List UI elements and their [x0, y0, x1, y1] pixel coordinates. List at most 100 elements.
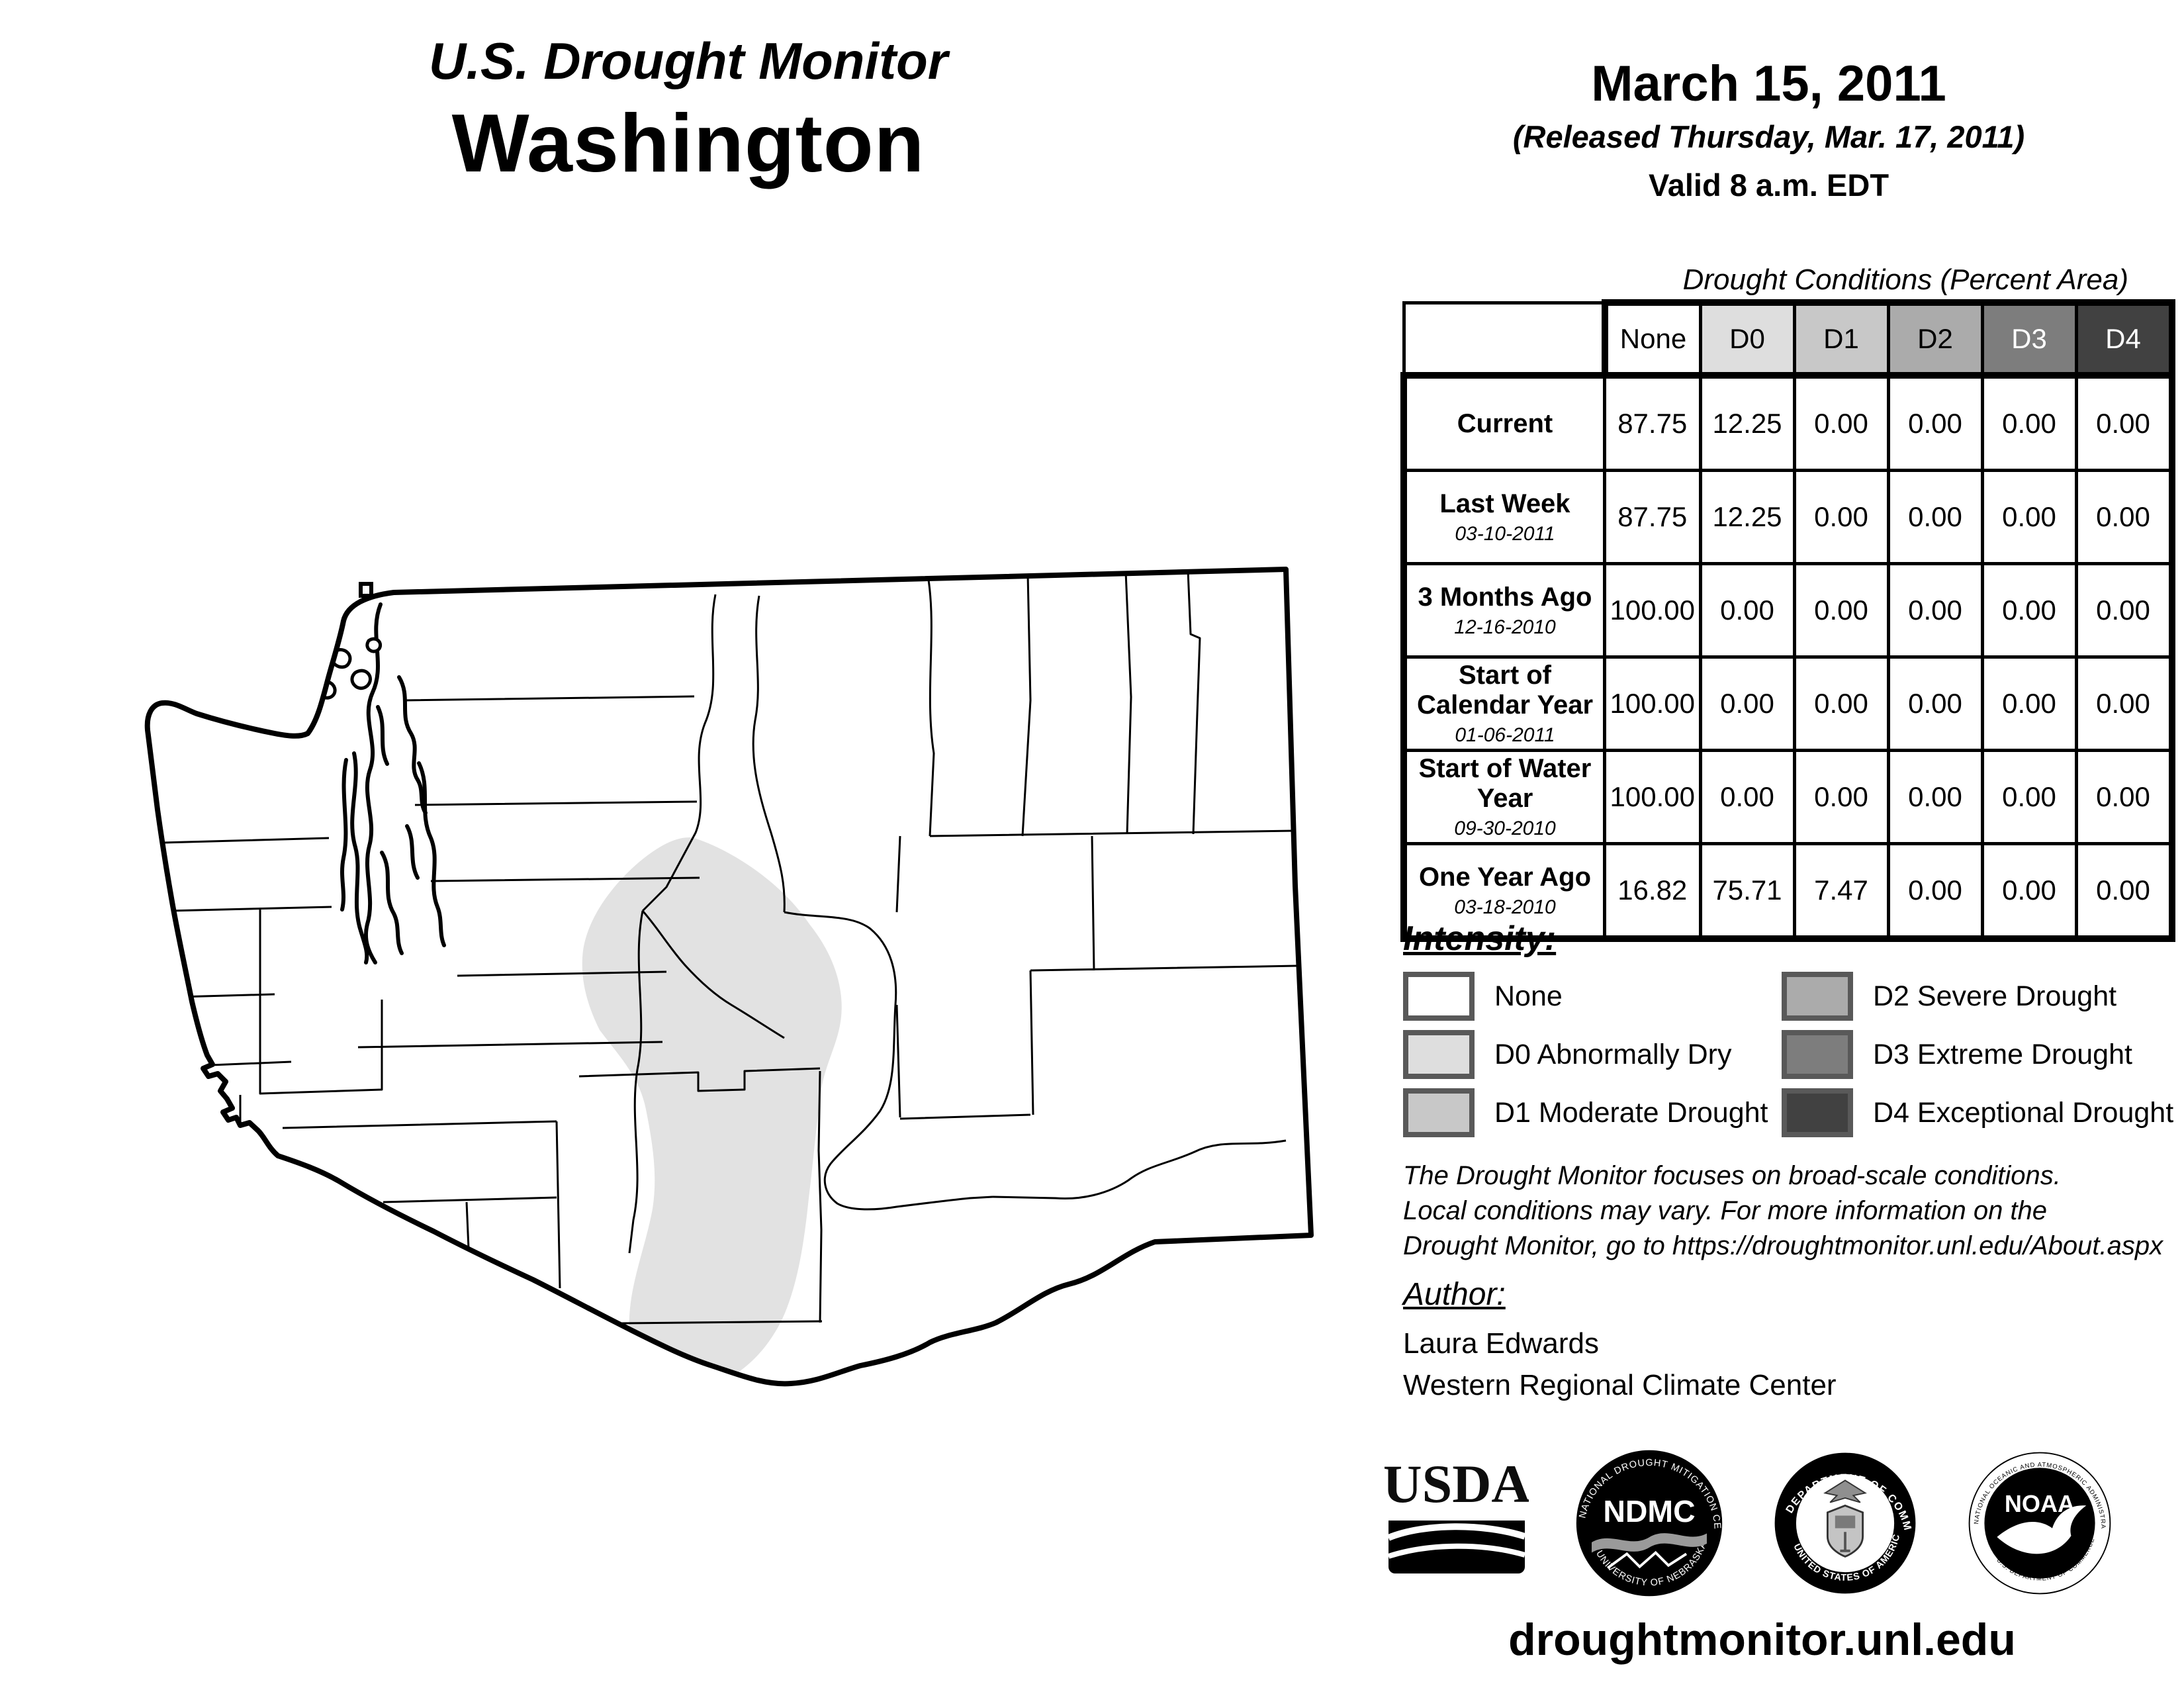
- legend-swatch-d4: [1782, 1088, 1853, 1137]
- table-cell: 0.00: [1886, 372, 1984, 472]
- table-row: Start of Water Year 09-30-2010 100.00 0.0…: [1400, 749, 2175, 845]
- table-row: Start of Calendar Year 01-06-2011 100.00 …: [1400, 655, 2175, 752]
- table-corner-cell: [1402, 301, 1606, 377]
- row-label: 3 Months Ago 12-16-2010: [1400, 562, 1606, 659]
- column-header-d0: D0: [1698, 299, 1796, 377]
- legend-swatch-d2: [1782, 972, 1853, 1021]
- author-name: Laura Edwards: [1403, 1327, 1599, 1360]
- column-header-d1: D1: [1792, 299, 1890, 377]
- report-date: March 15, 2011: [1591, 56, 1946, 112]
- disclaimer-line: Local conditions may vary. For more info…: [1403, 1196, 2048, 1225]
- table-cell: 0.00: [2074, 469, 2175, 565]
- legend-item-none: None: [1403, 972, 1768, 1021]
- disclaimer-line: The Drought Monitor focuses on broad-sca…: [1403, 1161, 2061, 1190]
- column-header-none: None: [1601, 299, 1702, 377]
- legend-item-d0: D0 Abnormally Dry: [1403, 1030, 1768, 1079]
- table-cell: 0.00: [2074, 749, 2175, 845]
- row-label: Current: [1400, 372, 1606, 472]
- table-cell: 16.82: [1603, 842, 1702, 942]
- table-row: One Year Ago 03-18-2010 16.82 75.71 7.47 …: [1400, 842, 2175, 942]
- table-cell: 0.00: [2074, 842, 2175, 942]
- row-label: Start of Water Year 09-30-2010: [1400, 749, 1606, 845]
- table-cell: 0.00: [2074, 562, 2175, 659]
- point-roberts-area: [359, 582, 373, 598]
- table-cell: 0.00: [1980, 562, 2078, 659]
- ndmc-logo: NATIONAL DROUGHT MITIGATION CENTER UNIVE…: [1572, 1446, 1723, 1596]
- table-cell: 0.00: [1980, 372, 2078, 472]
- disclaimer-line: Drought Monitor, go to https://droughtmo…: [1403, 1231, 2163, 1260]
- legend-label: D0 Abnormally Dry: [1494, 1038, 1732, 1070]
- table-header-row: None D0 D1 D2 D3 D4: [1402, 299, 2175, 377]
- table-cell: 7.47: [1792, 842, 1890, 942]
- table-cell: 12.25: [1698, 469, 1796, 565]
- row-date: 12-16-2010: [1454, 616, 1556, 638]
- legend-item-d3: D3 Extreme Drought: [1782, 1030, 2173, 1079]
- table-cell: 100.00: [1603, 562, 1702, 659]
- table-cell: 0.00: [1980, 842, 2078, 942]
- table-caption: Drought Conditions (Percent Area): [1682, 263, 2128, 296]
- svg-text:NDMC: NDMC: [1603, 1494, 1695, 1528]
- valid-time: Valid 8 a.m. EDT: [1648, 167, 1889, 203]
- agency-logos: USDA NATIONAL DROUGHT MITIGATION CENTER …: [1385, 1442, 2139, 1604]
- release-date: (Released Thursday, Mar. 17, 2011): [1512, 118, 2025, 154]
- row-date: 01-06-2011: [1455, 724, 1555, 746]
- table-cell: 0.00: [1980, 655, 2078, 752]
- table-cell: 12.25: [1698, 372, 1796, 472]
- table-cell: 0.00: [1698, 749, 1796, 845]
- table-cell: 100.00: [1603, 655, 1702, 752]
- table-cell: 0.00: [1980, 749, 2078, 845]
- row-label: Last Week 03-10-2011: [1400, 469, 1606, 565]
- table-row: 3 Months Ago 12-16-2010 100.00 0.00 0.00 …: [1400, 562, 2175, 659]
- report-date-block: March 15, 2011 (Released Thursday, Mar. …: [1410, 56, 2128, 203]
- drought-monitor-url: droughtmonitor.unl.edu: [1508, 1615, 2016, 1665]
- table-cell: 0.00: [1980, 469, 2078, 565]
- column-header-d4: D4: [2074, 299, 2175, 377]
- report-title: U.S. Drought Monitor: [428, 32, 948, 90]
- row-date: 09-30-2010: [1454, 818, 1556, 839]
- drought-conditions-table: None D0 D1 D2 D3 D4 Current 87.75 12.25 …: [1400, 299, 2175, 942]
- column-header-d2: D2: [1886, 299, 1984, 377]
- legend-item-d2: D2 Severe Drought: [1782, 972, 2173, 1021]
- table-cell: 87.75: [1603, 469, 1702, 565]
- legend-item-d4: D4 Exceptional Drought: [1782, 1088, 2173, 1137]
- row-label: Start of Calendar Year 01-06-2011: [1400, 655, 1606, 752]
- legend-label: D2 Severe Drought: [1873, 980, 2117, 1012]
- table-row: Last Week 03-10-2011 87.75 12.25 0.00 0.0…: [1400, 469, 2175, 565]
- d0-drought-area: [582, 837, 842, 1384]
- state-name: Washington: [451, 97, 925, 189]
- table-cell: 0.00: [1792, 562, 1890, 659]
- row-date: 03-10-2011: [1455, 522, 1555, 545]
- column-header-d3: D3: [1980, 299, 2078, 377]
- puget-sound-waterways: [315, 602, 446, 964]
- table-cell: 0.00: [1792, 749, 1890, 845]
- legend-label: None: [1494, 980, 1563, 1012]
- table-cell: 0.00: [1792, 469, 1890, 565]
- table-cell: 0.00: [1698, 562, 1796, 659]
- state-border: [144, 567, 1314, 1387]
- county-boundaries-east: [895, 570, 1298, 1199]
- table-cell: 0.00: [1886, 749, 1984, 845]
- author-heading: Author:: [1403, 1277, 1506, 1312]
- row-date: 03-18-2010: [1454, 896, 1556, 918]
- usda-logo: USDA: [1385, 1457, 1529, 1573]
- table-cell: 0.00: [1886, 562, 1984, 659]
- washington-state-map: [144, 567, 1314, 1387]
- legend-label: D1 Moderate Drought: [1494, 1096, 1768, 1129]
- table-cell: 0.00: [1886, 655, 1984, 752]
- table-cell: 0.00: [2074, 655, 2175, 752]
- legend-swatch-none: [1403, 972, 1475, 1021]
- table-cell: 0.00: [1792, 372, 1890, 472]
- table-cell: 0.00: [1886, 842, 1984, 942]
- disclaimer-text: The Drought Monitor focuses on broad-sca…: [1403, 1158, 2171, 1263]
- table-cell: 0.00: [1698, 655, 1796, 752]
- legend-item-d1: D1 Moderate Drought: [1403, 1088, 1768, 1137]
- table-cell: 100.00: [1603, 749, 1702, 845]
- table-cell: 0.00: [1886, 469, 1984, 565]
- table-cell: 0.00: [2074, 372, 2175, 472]
- noaa-logo: NATIONAL OCEANIC AND ATMOSPHERIC ADMINIS…: [1964, 1448, 2111, 1594]
- svg-text:USDA: USDA: [1385, 1457, 1529, 1514]
- table-cell: 75.71: [1698, 842, 1796, 942]
- legend-swatch-d3: [1782, 1030, 1853, 1079]
- legend-label: D3 Extreme Drought: [1873, 1038, 2132, 1070]
